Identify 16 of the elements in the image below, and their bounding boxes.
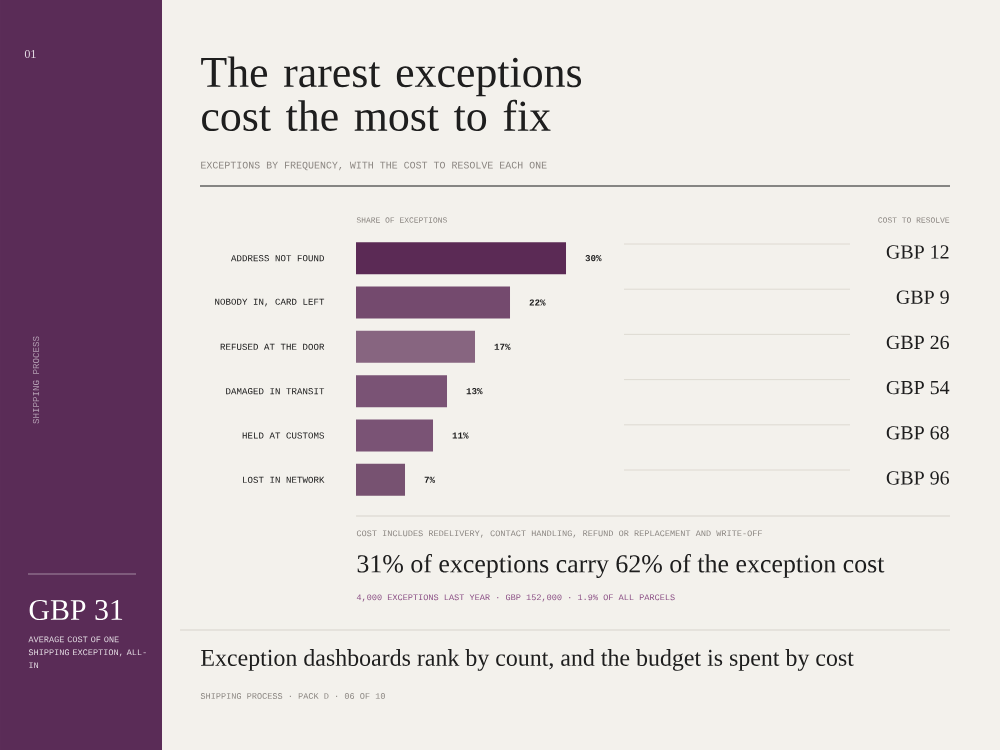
bar (356, 375, 448, 408)
text: 31% of exceptions carry 62% of the exception cost (357, 554, 885, 578)
bar (356, 286, 511, 319)
chart-title: The rarest exceptions cost the most to fix (201, 56, 582, 132)
bar (356, 463, 406, 496)
bar (356, 330, 476, 363)
text: GBP 9 (896, 290, 949, 304)
text: GBP 12 (886, 245, 949, 259)
text: GBP 96 (886, 471, 950, 485)
bar (356, 419, 434, 452)
text: GBP 54 (886, 380, 950, 395)
bar (356, 242, 567, 275)
text: GBP 68 (886, 426, 949, 440)
text: Exception dashboards rank by count, and the budget is spent by cost (201, 649, 854, 671)
text: GBP 26 (886, 335, 950, 350)
text: GBP 31 (29, 599, 123, 621)
